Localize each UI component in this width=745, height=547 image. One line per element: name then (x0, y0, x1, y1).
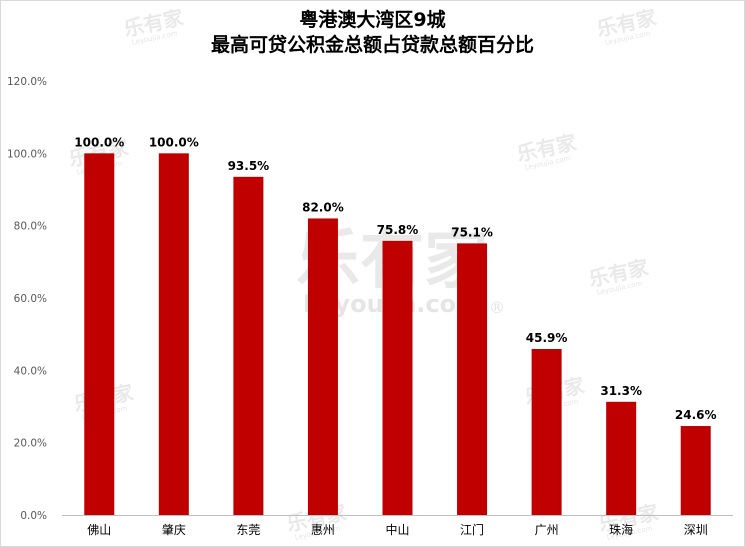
y-tick-label: 40.0% (14, 365, 47, 377)
bar-2 (158, 153, 189, 516)
category-label: 广州 (535, 523, 559, 537)
bar-9 (680, 426, 711, 515)
category-label: 珠海 (609, 522, 633, 537)
y-tick-label: 80.0% (14, 221, 47, 233)
data-label: 75.1% (451, 225, 493, 239)
bar-4 (307, 218, 338, 515)
data-label: 100.0% (149, 135, 199, 149)
data-labels: 100.0% 100.0% 93.5% 82.0% 75.8% 75.1% 45.9% 31.… (74, 135, 716, 422)
category-label: 东莞 (236, 523, 260, 537)
bar-5 (382, 240, 413, 515)
bars (84, 153, 711, 516)
y-tick-label: 100.0% (7, 148, 47, 160)
data-label: 93.5% (228, 159, 270, 173)
y-tick-label: 60.0% (14, 293, 47, 305)
y-tick-label: 120.0% (7, 76, 47, 88)
bar-1 (84, 153, 115, 516)
bar-6 (457, 243, 488, 515)
data-label: 100.0% (74, 135, 124, 149)
bar-3 (233, 176, 264, 515)
y-tick-label: 0.0% (20, 510, 47, 522)
data-label: 31.3% (600, 384, 642, 398)
data-label: 82.0% (302, 200, 344, 214)
y-tick-label: 20.0% (14, 438, 47, 450)
watermark-layer: 乐有家Leyoujia.com乐有家Leyoujia.com乐有家Leyouji… (67, 5, 662, 542)
category-labels: 佛山 肇庆 东莞 惠州 中山 江门 广州 珠海 深圳 (87, 522, 707, 537)
chart-title-line2: 最高可贷公积金总额占贷款总额百分比 (210, 34, 534, 56)
data-label: 45.9% (526, 331, 568, 345)
data-label: 24.6% (675, 408, 717, 422)
category-label: 中山 (385, 522, 409, 537)
bar-8 (606, 401, 637, 515)
data-label: 75.8% (377, 223, 419, 237)
category-label: 肇庆 (162, 522, 186, 537)
watermark-registered-mark: ® (489, 298, 505, 317)
bar-7 (531, 348, 562, 515)
y-axis-ticks: 0.0% 20.0% 40.0% 60.0% 80.0% 100.0% 120.0% (7, 76, 47, 522)
category-label: 惠州 (311, 523, 335, 537)
category-label: 深圳 (684, 523, 708, 537)
chart-title-line1: 粤港澳大湾区9城 (299, 9, 446, 31)
category-label: 江门 (460, 522, 484, 537)
category-label: 佛山 (87, 523, 111, 537)
